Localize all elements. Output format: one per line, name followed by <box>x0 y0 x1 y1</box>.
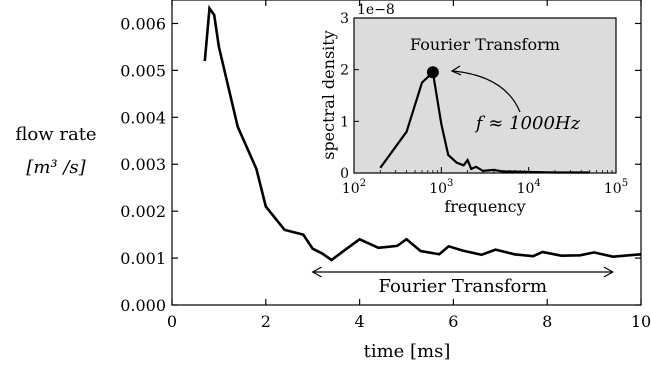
main-y-tick-label: 0.001 <box>120 249 166 268</box>
main-x-tick-label: 6 <box>448 312 458 331</box>
inset-spectrum-plot: Fourier Transform 1e−8 1 0 2 103 104 105 0 1 2 3… <box>319 2 628 216</box>
inset-plot-frame <box>353 17 617 174</box>
inset-y-tick-label: 0 <box>340 166 349 182</box>
main-y-tick-label: 0.000 <box>120 296 166 315</box>
main-x-tick-label: 10 <box>631 312 651 331</box>
main-x-ticks: 0 2 4 6 8 10 <box>167 0 651 331</box>
inset-y-tick-label: 3 <box>340 11 349 27</box>
inset-x-axis-label: frequency <box>444 197 525 216</box>
peak-annotation-arrowhead <box>450 65 462 76</box>
main-plot-frame <box>171 0 642 306</box>
span-arrow-left-head <box>311 266 322 278</box>
main-y-axis-label-line2: [m³ /s] <box>26 157 86 178</box>
main-x-tick-label: 0 <box>167 312 177 331</box>
spectral-peak-marker <box>426 66 439 79</box>
main-x-tick-label: 4 <box>355 312 365 331</box>
inset-y-ticks: 0 1 2 3 <box>340 11 359 182</box>
span-arrow-right-head <box>603 266 615 278</box>
inset-y-tick-label: 1 <box>340 114 349 130</box>
inset-title: Fourier Transform <box>410 35 560 54</box>
main-x-tick-label: 2 <box>261 312 271 331</box>
fourier-transform-span-arrow <box>311 266 615 278</box>
inset-scale-label: 1e−8 <box>357 2 395 18</box>
flow-rate-series-line <box>203 4 642 262</box>
main-y-tick-label: 0.005 <box>120 61 166 80</box>
inset-x-tick-label: 104 <box>517 178 541 197</box>
peak-annotation-arrow <box>452 70 521 113</box>
main-y-tick-label: 0.002 <box>120 202 166 221</box>
main-y-tick-label: 0.004 <box>120 108 166 127</box>
main-y-tick-label: 0.006 <box>120 14 166 33</box>
inset-y-axis-label: spectral density <box>319 30 338 160</box>
main-plot: 0 2 4 6 8 10 0.0000.0010.0020.0030.0040.0050.… <box>15 0 651 362</box>
inset-x-tick-label: 103 <box>429 178 453 197</box>
fourier-transform-span-label: Fourier Transform <box>378 276 547 297</box>
main-y-axis-label-line1: flow rate <box>15 124 96 145</box>
inset-x-tick-label: 105 <box>604 178 628 197</box>
main-x-tick-label: 8 <box>542 312 552 331</box>
main-y-tick-label: 0.003 <box>120 155 166 174</box>
peak-annotation-label: f ≈ 1000Hz <box>474 113 581 134</box>
main-x-axis-label: time [ms] <box>364 341 451 362</box>
inset-y-tick-label: 2 <box>340 63 349 79</box>
main-y-ticks: 0.000 0.001 0.002 0.003 0.004 0.005 0.006 <box>120 14 641 315</box>
